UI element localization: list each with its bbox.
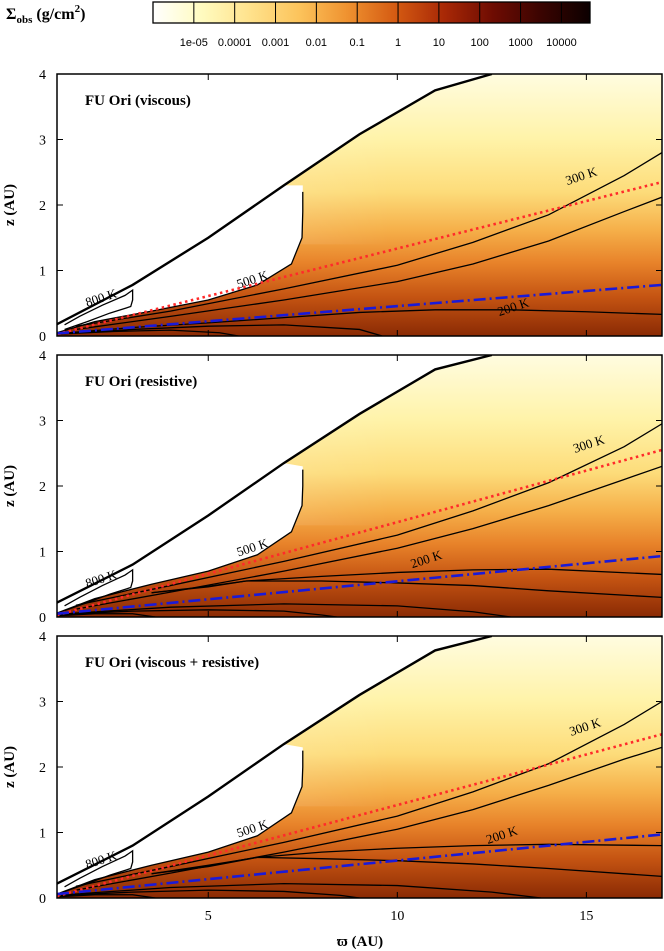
contour-line xyxy=(64,603,511,617)
colorbar-tick-label: 0.0001 xyxy=(218,37,252,49)
colorbar-tick-label: 1e-05 xyxy=(180,37,208,49)
colorbar-label-sub: obs xyxy=(16,14,33,26)
colorbar-tick-label: 0.001 xyxy=(262,37,290,49)
colorbar-tick-label: 1000 xyxy=(508,37,532,49)
y-tick-label: 4 xyxy=(39,349,46,364)
empty-region-mask xyxy=(57,74,492,325)
y-tick-label: 1 xyxy=(39,827,46,842)
contour-line xyxy=(151,843,662,875)
contour-line xyxy=(75,196,662,331)
y-tick-label: 2 xyxy=(39,761,46,776)
contour-line xyxy=(57,469,304,614)
contour-line xyxy=(75,152,662,327)
hot-region xyxy=(57,185,303,333)
colorbar-label-main: Σ xyxy=(6,6,16,23)
contour-line xyxy=(68,309,662,334)
empty-region-mask xyxy=(57,355,492,603)
y-tick-label: 1 xyxy=(39,546,46,561)
y-tick-label: 3 xyxy=(39,415,46,430)
y-axis-label: z (AU) xyxy=(2,746,18,788)
contour-line xyxy=(58,894,156,898)
y-tick-label: 2 xyxy=(39,480,46,495)
colorbar-tick-label: 100 xyxy=(471,37,489,49)
contour-line xyxy=(64,882,542,898)
y-tick-label: 0 xyxy=(39,611,46,626)
colorbar-label: Σobs (g/cm2) xyxy=(6,3,85,26)
blue-dashdot-line xyxy=(57,283,662,335)
x-tick-label: 5 xyxy=(205,909,212,924)
y-tick-label: 4 xyxy=(39,630,46,645)
contour-line xyxy=(75,423,662,606)
hot-region xyxy=(57,744,303,895)
y-axis-label: z (AU) xyxy=(2,465,18,507)
y-tick-label: 2 xyxy=(39,199,46,214)
y-tick-label: 3 xyxy=(39,134,46,149)
contour-line xyxy=(60,329,239,336)
y-tick-label: 0 xyxy=(39,892,46,907)
contour-line xyxy=(60,889,360,898)
contour-line xyxy=(151,856,662,878)
contour-line xyxy=(60,609,337,617)
panel-title: FU Ori (viscous + resistive) xyxy=(85,655,259,671)
contour-line xyxy=(64,324,383,336)
red-dotted-line xyxy=(57,732,662,898)
y-tick-label: 0 xyxy=(39,330,46,345)
contour-line xyxy=(75,700,662,887)
y-tick-label: 4 xyxy=(39,68,46,83)
colorbar-label-sup: 2 xyxy=(75,3,81,15)
disk-surface-line xyxy=(57,636,493,885)
y-tick-label: 3 xyxy=(39,696,46,711)
disk-surface-line xyxy=(57,355,493,604)
contour-line xyxy=(64,288,134,331)
colorbar-tick-label: 0.01 xyxy=(306,37,327,49)
x-tick-label: 15 xyxy=(579,909,593,924)
blue-dashdot-line xyxy=(57,833,662,896)
contour-line xyxy=(151,580,662,598)
colorbar: 1e-05 0.0001 0.001 0.01 0.1 1 10 100 1000 10000 xyxy=(152,1,591,49)
x-tick-label: 10 xyxy=(390,909,404,924)
disk-surface-line xyxy=(57,74,493,326)
contour-line xyxy=(58,613,156,617)
colorbar-tick-label: 10000 xyxy=(546,37,577,49)
red-dotted-line xyxy=(57,180,662,336)
empty-region-mask xyxy=(57,636,492,884)
panel-title: FU Ori (viscous) xyxy=(85,93,191,109)
colorbar-tick-label: 1 xyxy=(395,37,401,49)
y-tick-label: 1 xyxy=(39,265,46,280)
y-axis-label: z (AU) xyxy=(2,184,18,226)
x-axis-label: ϖ (AU) xyxy=(337,934,383,950)
hot-region xyxy=(57,463,303,614)
colorbar-label-unit: (g/cm xyxy=(32,6,75,23)
colorbar-bar xyxy=(152,1,591,24)
contour-line xyxy=(57,750,304,895)
panel-title: FU Ori (resistive) xyxy=(85,374,197,390)
blue-dashdot-line xyxy=(57,554,662,616)
colorbar-tick-label: 0.1 xyxy=(350,37,365,49)
colorbar-tick-label: 10 xyxy=(433,37,445,49)
colorbar-label-close: ) xyxy=(80,6,85,23)
red-dotted-line xyxy=(57,448,662,617)
